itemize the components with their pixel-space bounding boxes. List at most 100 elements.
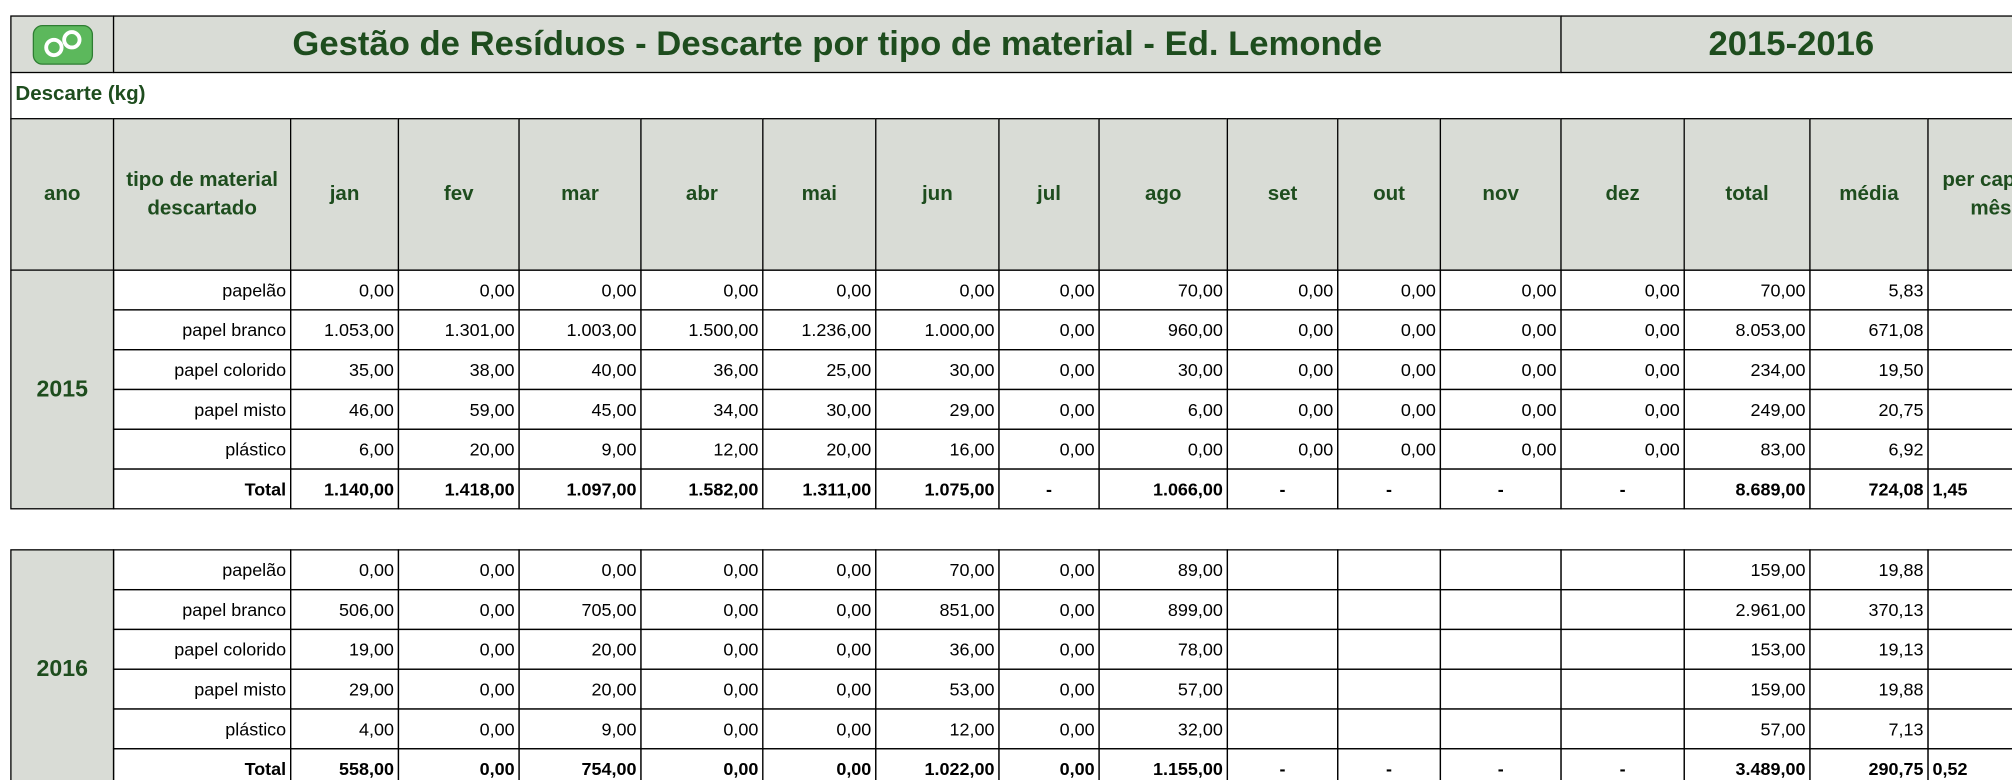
value-cell: 0,00 bbox=[1337, 269, 1442, 311]
value-cell: 70,00 bbox=[875, 549, 1000, 591]
year-cell: 2015 bbox=[10, 269, 115, 510]
value-cell: 0,00 bbox=[998, 309, 1100, 351]
empty-cell bbox=[1439, 628, 1562, 670]
value-cell: 0,00 bbox=[998, 708, 1100, 750]
value-cell: 0,00 bbox=[397, 628, 520, 670]
value-cell: 0,00 bbox=[640, 269, 764, 311]
value-cell: 0,00 bbox=[397, 748, 520, 780]
value-cell: 78,00 bbox=[1098, 628, 1229, 670]
empty-cell bbox=[1337, 708, 1442, 750]
value-cell: 0,00 bbox=[1560, 309, 1685, 351]
value-cell: 0,00 bbox=[1560, 269, 1685, 311]
value-cell: 0,00 bbox=[1560, 388, 1685, 430]
value-cell: 30,00 bbox=[1098, 349, 1229, 391]
value-cell: 0,00 bbox=[640, 708, 764, 750]
value-cell: 12,00 bbox=[875, 708, 1000, 750]
value-cell: 754,00 bbox=[518, 748, 642, 780]
row-label: papel branco bbox=[112, 588, 292, 631]
value-cell: 32,00 bbox=[1098, 708, 1229, 750]
total-cell: 70,00 bbox=[1683, 269, 1811, 311]
empty-cell bbox=[1927, 269, 2012, 311]
column-header: fev bbox=[397, 118, 520, 271]
empty-cell bbox=[1337, 549, 1442, 591]
value-cell: 0,00 bbox=[1226, 309, 1339, 351]
value-cell: 70,00 bbox=[1098, 269, 1229, 311]
total-cell: 234,00 bbox=[1683, 349, 1811, 391]
value-cell: 1.301,00 bbox=[397, 309, 520, 351]
column-header: dez bbox=[1560, 118, 1685, 271]
value-cell: 1.140,00 bbox=[290, 468, 400, 510]
value-cell: 35,00 bbox=[290, 349, 400, 391]
value-cell: 0,00 bbox=[518, 269, 642, 311]
value-cell: 0,00 bbox=[1226, 428, 1339, 470]
value-cell: 1.418,00 bbox=[397, 468, 520, 510]
value-cell: 36,00 bbox=[875, 628, 1000, 670]
empty-cell bbox=[1226, 708, 1339, 750]
value-cell: 29,00 bbox=[875, 388, 1000, 430]
total-cell: 3.489,00 bbox=[1683, 748, 1811, 780]
empty-cell bbox=[1337, 588, 1442, 631]
total-cell: 57,00 bbox=[1683, 708, 1811, 750]
total-cell: 2.961,00 bbox=[1683, 588, 1811, 631]
value-cell: 9,00 bbox=[518, 428, 642, 470]
empty-cell bbox=[1560, 549, 1685, 591]
value-cell: 0,00 bbox=[998, 349, 1100, 391]
empty-cell bbox=[1927, 628, 2012, 670]
row-label: papel misto bbox=[112, 668, 292, 710]
value-cell: 0,00 bbox=[762, 588, 877, 631]
value-cell: 59,00 bbox=[397, 388, 520, 430]
column-header: tipo de material descartado bbox=[112, 118, 292, 271]
average-cell: 370,13 bbox=[1809, 588, 1929, 631]
value-cell: 705,00 bbox=[518, 588, 642, 631]
empty-cell bbox=[1439, 588, 1562, 631]
value-cell: 0,00 bbox=[762, 668, 877, 710]
average-cell: 290,75 bbox=[1809, 748, 1929, 780]
value-cell: 0,00 bbox=[1439, 269, 1562, 311]
empty-cell bbox=[1927, 309, 2012, 351]
value-cell: 0,00 bbox=[998, 588, 1100, 631]
column-header: nov bbox=[1439, 118, 1562, 271]
value-cell: 0,00 bbox=[518, 549, 642, 591]
value-cell: 0,00 bbox=[1337, 349, 1442, 391]
average-cell: 5,83 bbox=[1809, 269, 1929, 311]
value-cell: 16,00 bbox=[875, 428, 1000, 470]
value-cell: 1.000,00 bbox=[875, 309, 1000, 351]
average-cell: 20,75 bbox=[1809, 388, 1929, 430]
value-cell: 0,00 bbox=[998, 388, 1100, 430]
column-header: ano bbox=[10, 118, 115, 271]
row-label: papel colorido bbox=[112, 628, 292, 670]
value-cell: 0,00 bbox=[640, 668, 764, 710]
value-cell: 0,00 bbox=[290, 549, 400, 591]
value-cell: 1.582,00 bbox=[640, 468, 764, 510]
empty-cell bbox=[1337, 668, 1442, 710]
value-cell: 0,00 bbox=[640, 628, 764, 670]
row-label: plástico bbox=[112, 428, 292, 470]
empty-cell bbox=[1927, 349, 2012, 391]
row-label: papel misto bbox=[112, 388, 292, 430]
average-cell: 19,50 bbox=[1809, 349, 1929, 391]
value-cell: 0,00 bbox=[998, 628, 1100, 670]
column-header: ago bbox=[1098, 118, 1229, 271]
column-header: out bbox=[1337, 118, 1442, 271]
value-cell: 0,00 bbox=[397, 668, 520, 710]
value-cell: 1.236,00 bbox=[762, 309, 877, 351]
column-header: set bbox=[1226, 118, 1339, 271]
value-cell: 0,00 bbox=[762, 708, 877, 750]
value-cell: 20,00 bbox=[762, 428, 877, 470]
average-cell: 19,88 bbox=[1809, 668, 1929, 710]
value-cell: - bbox=[998, 468, 1100, 510]
value-cell: 4,00 bbox=[290, 708, 400, 750]
value-cell: 0,00 bbox=[1560, 428, 1685, 470]
average-cell: 671,08 bbox=[1809, 309, 1929, 351]
value-cell: 1.053,00 bbox=[290, 309, 400, 351]
empty-cell bbox=[1927, 549, 2012, 591]
column-header: total bbox=[1683, 118, 1811, 271]
value-cell: 1.066,00 bbox=[1098, 468, 1229, 510]
value-cell: 0,00 bbox=[1226, 388, 1339, 430]
section-label: Descarte (kg) bbox=[10, 71, 2012, 120]
value-cell: 57,00 bbox=[1098, 668, 1229, 710]
value-cell: 53,00 bbox=[875, 668, 1000, 710]
empty-cell bbox=[1226, 668, 1339, 710]
value-cell: 0,00 bbox=[762, 269, 877, 311]
value-cell: 6,00 bbox=[290, 428, 400, 470]
